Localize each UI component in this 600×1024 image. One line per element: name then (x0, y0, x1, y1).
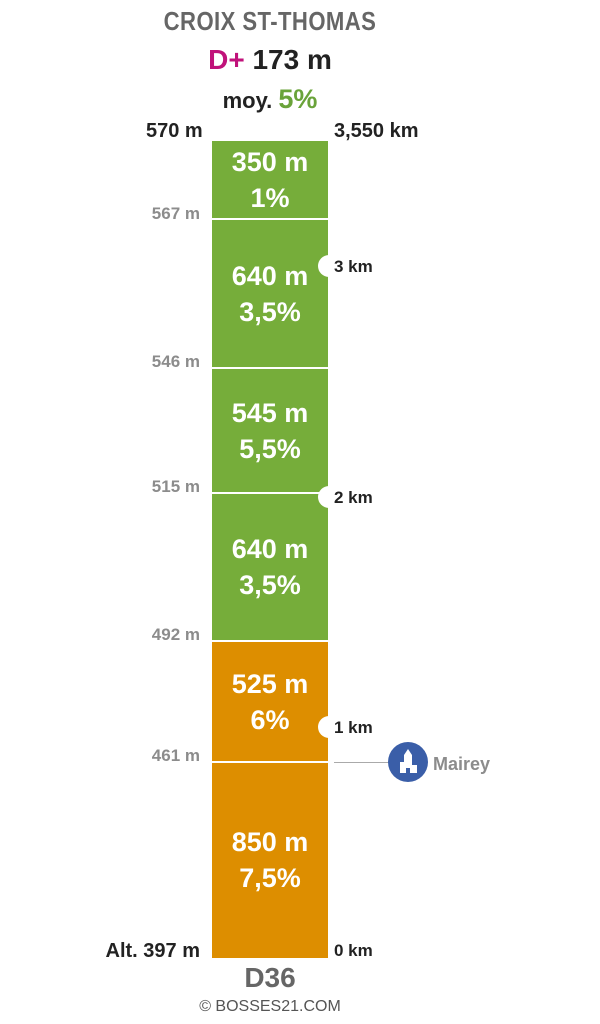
segment-length: 545 m (231, 397, 309, 428)
segment-1: 350 m 1% (212, 141, 328, 219)
km-marker: 2 km (334, 488, 373, 507)
road-name: D36 (244, 962, 296, 993)
poi-connector (334, 762, 390, 763)
km-notch (318, 716, 340, 738)
dplus-label: D+ (208, 44, 245, 75)
km-notch (318, 255, 340, 277)
segment-length: 850 m (231, 827, 309, 857)
base-distance: 0 km (334, 941, 373, 960)
altitude-marker: 567 m (151, 204, 200, 223)
segment-length: 525 m (231, 668, 309, 699)
copyright-credit: © BOSSES21.COM (199, 998, 341, 1015)
elevation-gain: D+ 173 m (0, 44, 540, 76)
climb-title: CROIX ST-THOMAS (163, 6, 377, 36)
average-gradient: moy. 5% (0, 84, 540, 115)
avg-value: 5% (278, 84, 318, 114)
altitude-marker: 546 m (151, 352, 200, 371)
segment-3: 545 m 5,5% (212, 368, 328, 493)
segment-gradient: 7,5% (239, 863, 301, 893)
segment-4: 640 m 3,5% (212, 493, 328, 641)
altitude-marker: 492 m (151, 625, 200, 644)
segment-divider (212, 218, 328, 220)
segment-gradient: 1% (250, 183, 290, 213)
church-icon (388, 742, 428, 782)
segment-6: 850 m 7,5% (212, 762, 328, 958)
segment-length: 640 m (231, 534, 309, 564)
segment-5: 525 m 6% (212, 641, 328, 762)
summit-altitude: 570 m (146, 120, 203, 142)
km-marker: 1 km (334, 718, 373, 737)
km-notch (318, 486, 340, 508)
altitude-marker: 515 m (151, 477, 200, 496)
avg-label: moy. (222, 88, 273, 113)
segment-gradient: 3,5% (239, 296, 301, 327)
segment-gradient: 6% (250, 704, 290, 735)
segment-divider (212, 761, 328, 763)
base-altitude: Alt. 397 m (105, 940, 200, 962)
segment-divider (212, 640, 328, 642)
segment-gradient: 3,5% (239, 570, 301, 600)
segment-gradient: 5,5% (239, 433, 301, 464)
km-marker: 3 km (334, 257, 373, 276)
segment-length: 640 m (231, 260, 309, 291)
segment-2: 640 m 3,5% (212, 219, 328, 368)
segment-divider (212, 492, 328, 494)
poi-name: Mairey (433, 754, 491, 774)
segment-length: 350 m (231, 147, 309, 177)
summit-distance: 3,550 km (334, 120, 419, 142)
dplus-value: 173 m (252, 44, 332, 75)
segment-divider (212, 367, 328, 369)
altitude-marker: 461 m (151, 746, 200, 765)
